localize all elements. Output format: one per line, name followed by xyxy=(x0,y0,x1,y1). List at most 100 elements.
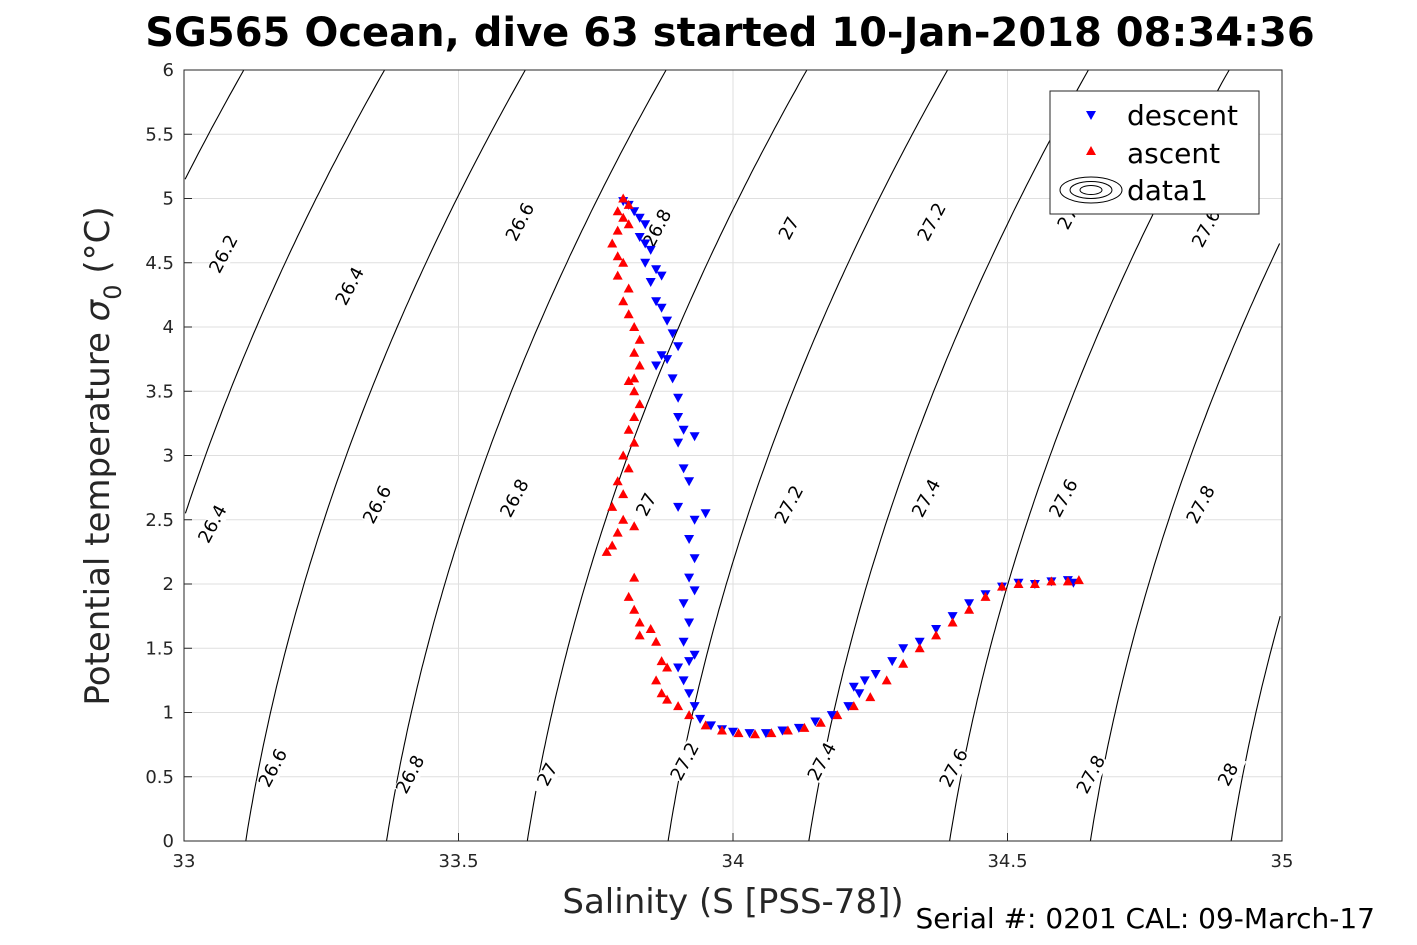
contour-label: 28 xyxy=(1211,753,1247,797)
ascent-point xyxy=(623,199,634,209)
descent-point xyxy=(684,618,695,628)
ascent-point xyxy=(612,225,623,235)
ascent-point xyxy=(848,701,859,711)
isopycnal-27 xyxy=(526,69,808,842)
x-tick-label: 34 xyxy=(722,851,745,872)
ascent-point xyxy=(612,206,623,216)
ascent-point xyxy=(629,347,640,357)
ascent-point xyxy=(980,591,991,601)
ascent-point xyxy=(656,688,667,698)
ascent-point xyxy=(1046,576,1057,586)
descent-point xyxy=(640,220,651,230)
contour-label-text: 27.4 xyxy=(804,739,841,784)
ascent-point xyxy=(618,514,629,524)
y-tick-label: 0.5 xyxy=(145,767,174,788)
ascent-point xyxy=(931,630,942,640)
density-contours xyxy=(184,69,1281,842)
contour-label-text: 27.8 xyxy=(1073,752,1110,797)
ascent-point xyxy=(612,476,623,486)
descent-point xyxy=(667,329,678,339)
isopycnal-26-4 xyxy=(184,69,386,514)
contour-label-bg xyxy=(207,232,242,277)
ascent-point xyxy=(623,591,634,601)
ascent-point xyxy=(832,710,843,720)
legend-label-descent: descent xyxy=(1127,99,1238,132)
contour-label-bg xyxy=(360,483,396,527)
chart-title: SG565 Ocean, dive 63 started 10-Jan-2018… xyxy=(145,10,1314,56)
y-axis-ticks: 0 0.5 1 1.5 2 2.5 3 3.5 4 4.5 5 5.5 6 xyxy=(145,60,192,852)
contour-label: 27.2 xyxy=(771,482,808,527)
descent-point xyxy=(673,413,684,422)
ascent-point xyxy=(662,694,673,704)
ascent-point xyxy=(612,251,623,261)
descent-point xyxy=(684,535,695,544)
descent-point xyxy=(931,625,942,634)
contour-label-text: 27.2 xyxy=(666,739,703,784)
descent-point xyxy=(684,573,695,583)
contour-label: 26.4 xyxy=(194,501,231,546)
descent-point xyxy=(898,644,909,654)
ascent-point xyxy=(629,572,640,582)
contour-label-text: 27.8 xyxy=(1182,482,1219,527)
descent-point xyxy=(673,393,684,403)
ascent-point xyxy=(914,643,925,653)
ascent-point xyxy=(623,376,634,385)
contour-label-bg xyxy=(1189,206,1225,251)
contour-label-text: 27.6 xyxy=(935,746,972,791)
descent-point xyxy=(684,657,695,667)
descent-point xyxy=(706,721,716,731)
contour-label-text: 26.4 xyxy=(194,501,231,546)
ascent-point xyxy=(651,636,662,646)
ascent-point xyxy=(656,656,667,666)
contour-label-bg xyxy=(668,740,703,784)
ascent-point xyxy=(799,722,810,732)
isopycnal-28 xyxy=(1230,615,1281,842)
contour-label-bg xyxy=(256,746,292,791)
x-tick-label: 33 xyxy=(173,851,196,872)
contour-label-bg xyxy=(629,483,665,527)
ascent-point xyxy=(1013,579,1024,588)
ascent-point xyxy=(612,527,623,537)
ascent-point xyxy=(1073,575,1084,585)
descent-point xyxy=(684,689,695,699)
x-tick-label: 33.5 xyxy=(438,851,478,872)
y-axis-label-unit: (°C) xyxy=(78,206,118,284)
contour-label-bg xyxy=(1074,753,1110,797)
ascent-point xyxy=(651,675,662,685)
ascent-point xyxy=(717,725,727,735)
ascent-point xyxy=(623,309,634,319)
ascent-point xyxy=(618,212,629,222)
descent-point xyxy=(640,258,651,268)
contour-label: 27.8 xyxy=(1182,482,1219,527)
ascent-point xyxy=(618,450,629,460)
ascent-point xyxy=(618,296,629,306)
contour-label-bg xyxy=(196,502,231,547)
descent-point xyxy=(645,278,656,287)
y-axis-label-sub: 0 xyxy=(99,284,127,299)
legend: descent ascent data1 xyxy=(1049,90,1260,215)
descent-point xyxy=(760,729,771,739)
ascent-point xyxy=(629,437,640,447)
ascent-point xyxy=(623,463,634,473)
ascent-point xyxy=(1029,579,1040,588)
contour-label: 27.4 xyxy=(804,739,841,784)
contour-label-bg xyxy=(772,483,808,527)
contour-label-bg xyxy=(1047,476,1082,521)
isopycnal-26-6 xyxy=(245,69,526,842)
contour-label-text: 27.4 xyxy=(908,476,945,521)
legend-label-ascent: ascent xyxy=(1127,137,1220,170)
descent-point xyxy=(656,303,667,313)
contour-label-bg xyxy=(503,200,539,245)
ascent-point xyxy=(629,521,640,531)
contour-label: 27 xyxy=(772,206,808,251)
contour-label-bg xyxy=(909,476,945,521)
descent-point xyxy=(662,316,673,326)
ascent-point xyxy=(881,675,892,685)
descent-point xyxy=(914,637,925,647)
descent-point xyxy=(689,432,700,442)
contour-label-bg xyxy=(393,753,429,797)
ascent-point xyxy=(634,399,645,409)
descent-point xyxy=(640,239,651,249)
isopycnal-26-8 xyxy=(385,69,667,842)
ascent-point xyxy=(1062,576,1073,586)
